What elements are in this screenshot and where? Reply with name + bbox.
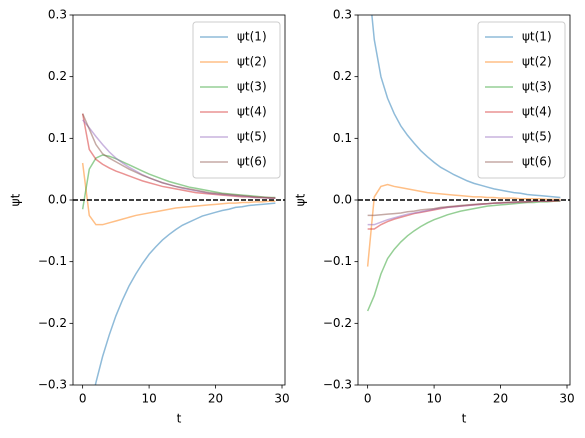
subplot: 0 10 20 30−0.3−0.2−0.10.00.10.20.3tψtψt(1)ψ… xyxy=(9,8,290,426)
legend-label: ψt(3) xyxy=(237,80,267,94)
y-tick-label: −0.3 xyxy=(323,378,352,392)
legend-label: ψt(4) xyxy=(237,105,267,119)
y-axis-label: ψt xyxy=(294,193,308,206)
y-tick-label: −0.3 xyxy=(38,378,67,392)
x-axis-label: t xyxy=(462,412,467,426)
legend-frame xyxy=(477,21,566,179)
y-tick-label: 0.1 xyxy=(48,131,67,145)
y-tick-label: 0.3 xyxy=(333,8,352,22)
axes-frame xyxy=(357,14,571,386)
y-tick-label: −0.1 xyxy=(323,254,352,268)
y-tick-label: 0.1 xyxy=(333,131,352,145)
x-tick-label: 20 xyxy=(208,392,223,406)
x-tick-label: 30 xyxy=(274,392,289,406)
x-axis-label: t xyxy=(177,412,182,426)
legend-label: ψt(1) xyxy=(522,30,552,44)
legend-label: ψt(2) xyxy=(237,55,267,69)
subplot: 0 10 20 30−0.3−0.2−0.10.00.10.20.3tψtψt(1)ψ… xyxy=(294,8,575,426)
x-tick-label: 0 xyxy=(79,392,87,406)
plot-area xyxy=(73,113,285,385)
y-tick-label: 0.2 xyxy=(333,69,352,83)
series-line xyxy=(81,113,276,199)
y-tick-label: 0.3 xyxy=(48,8,67,22)
legend-label: ψt(6) xyxy=(522,155,552,169)
plot-area xyxy=(358,15,570,312)
y-tick-label: −0.2 xyxy=(323,316,352,330)
legend-label: ψt(1) xyxy=(237,30,267,44)
legend: ψt(1) ψt(2) ψt(3) ψt(4) ψt(5) ψt(6) xyxy=(477,21,566,179)
series-line xyxy=(81,162,276,226)
legend-label: ψt(4) xyxy=(522,105,552,119)
legend-label: ψt(6) xyxy=(237,155,267,169)
axes-frame xyxy=(72,14,286,386)
legend: ψt(1) ψt(2) ψt(3) ψt(4) ψt(5) ψt(6) xyxy=(192,21,281,179)
x-tick-label: 10 xyxy=(141,392,156,406)
series-line xyxy=(367,199,561,217)
legend-label: ψt(2) xyxy=(522,55,552,69)
y-axis-label: ψt xyxy=(9,193,23,206)
y-tick-label: 0.0 xyxy=(333,193,352,207)
y-tick-label: 0.0 xyxy=(48,193,67,207)
legend-label: ψt(3) xyxy=(522,80,552,94)
legend-frame xyxy=(192,21,281,179)
series-line xyxy=(366,183,561,267)
legend-label: ψt(5) xyxy=(522,130,552,144)
y-tick-label: 0.2 xyxy=(48,69,67,83)
series-line xyxy=(371,15,561,199)
legend-label: ψt(5) xyxy=(237,130,267,144)
x-tick-label: 20 xyxy=(493,392,508,406)
y-tick-label: −0.1 xyxy=(38,254,67,268)
x-tick-label: 0 xyxy=(364,392,372,406)
x-tick-label: 10 xyxy=(426,392,441,406)
x-tick-label: 30 xyxy=(559,392,574,406)
series-line xyxy=(94,202,276,385)
y-tick-label: −0.2 xyxy=(38,316,67,330)
